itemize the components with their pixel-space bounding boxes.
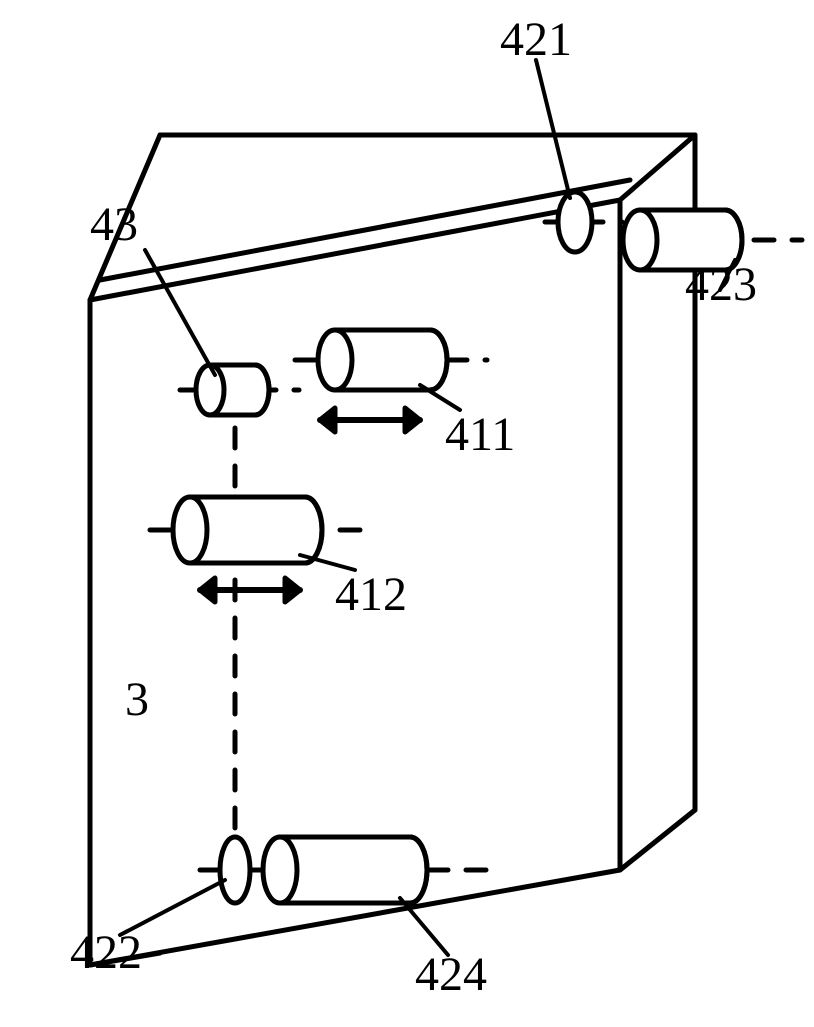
label-412: 412 (335, 568, 407, 621)
label-411: 411 (445, 408, 515, 461)
label-421: 421 (500, 13, 572, 66)
label-3: 3 (125, 673, 149, 726)
diagram-canvas: 421 43 423 411 412 3 422 424 (0, 0, 814, 1027)
label-43: 43 (90, 198, 138, 251)
label-424: 424 (415, 948, 487, 1001)
label-422: 422 (70, 926, 142, 979)
label-423: 423 (685, 258, 757, 311)
